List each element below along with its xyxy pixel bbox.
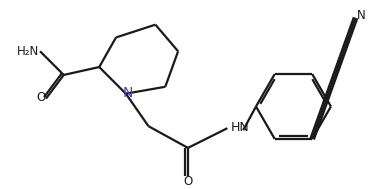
Text: O: O bbox=[36, 91, 46, 104]
Text: H₂N: H₂N bbox=[17, 45, 39, 58]
Text: N: N bbox=[122, 86, 133, 100]
Text: O: O bbox=[183, 175, 192, 188]
Text: N: N bbox=[357, 9, 366, 22]
Text: HN: HN bbox=[231, 121, 249, 134]
